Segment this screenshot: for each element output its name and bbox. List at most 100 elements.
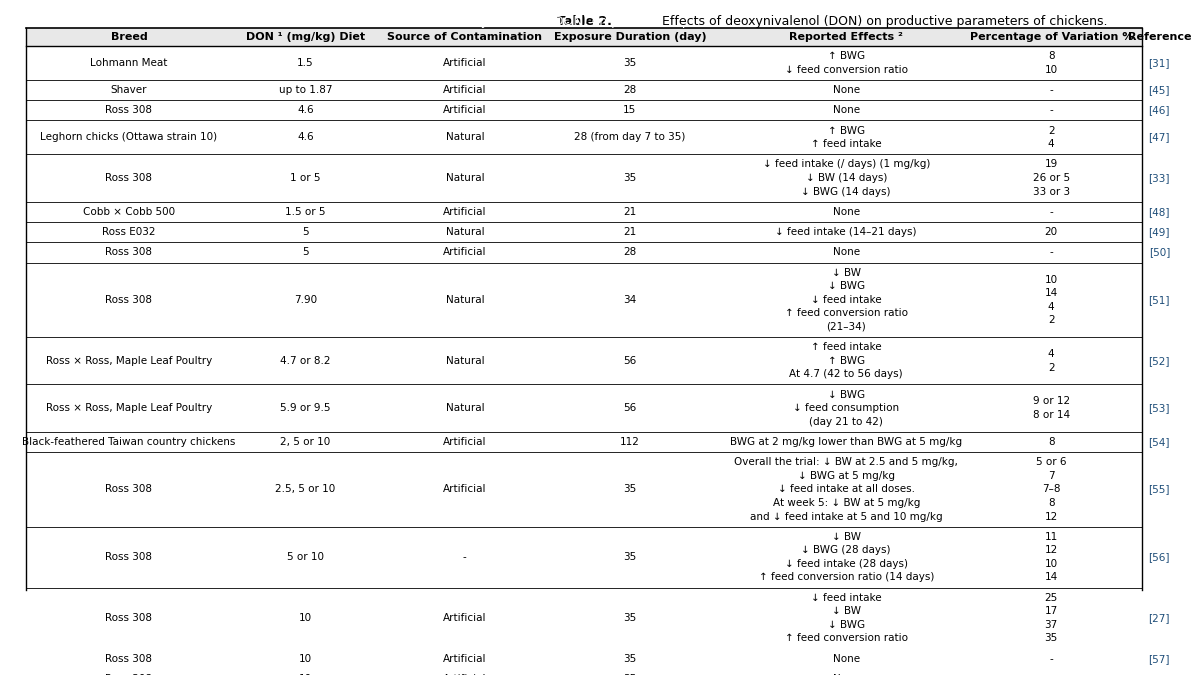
Text: Artificial: Artificial bbox=[443, 613, 486, 623]
Text: [31]: [31] bbox=[1148, 58, 1170, 68]
Text: 10: 10 bbox=[299, 653, 312, 664]
Text: 7: 7 bbox=[1048, 471, 1055, 481]
Text: Ross 308: Ross 308 bbox=[106, 295, 152, 305]
Text: ↓ feed intake: ↓ feed intake bbox=[811, 593, 882, 603]
Text: 28 (from day 7 to 35): 28 (from day 7 to 35) bbox=[575, 132, 685, 142]
Text: ↓ BW: ↓ BW bbox=[832, 268, 860, 278]
Text: Artificial: Artificial bbox=[443, 674, 486, 675]
Text: Artificial: Artificial bbox=[443, 248, 486, 257]
Text: 4.7 or 8.2: 4.7 or 8.2 bbox=[280, 356, 331, 366]
Text: [46]: [46] bbox=[1148, 105, 1170, 115]
Text: ↓ BWG: ↓ BWG bbox=[828, 281, 865, 292]
Text: [50]: [50] bbox=[1148, 248, 1170, 257]
Text: [48]: [48] bbox=[1148, 207, 1170, 217]
Text: 1.5 or 5: 1.5 or 5 bbox=[286, 207, 325, 217]
Text: [47]: [47] bbox=[1148, 132, 1170, 142]
Text: 35: 35 bbox=[623, 552, 636, 562]
Text: Artificial: Artificial bbox=[443, 105, 486, 115]
Text: 26 or 5: 26 or 5 bbox=[1033, 173, 1069, 183]
Text: Artificial: Artificial bbox=[443, 85, 486, 95]
Text: 19: 19 bbox=[1044, 159, 1058, 169]
Text: Lohmann Meat: Lohmann Meat bbox=[90, 58, 168, 68]
Text: 33 or 3: 33 or 3 bbox=[1033, 186, 1069, 196]
Text: Reported Effects ²: Reported Effects ² bbox=[790, 32, 904, 43]
Text: [56]: [56] bbox=[1148, 552, 1170, 562]
Text: ↓ BWG: ↓ BWG bbox=[828, 389, 865, 400]
Text: 37: 37 bbox=[1044, 620, 1058, 630]
Text: 7.90: 7.90 bbox=[294, 295, 317, 305]
Text: ↓ BWG: ↓ BWG bbox=[828, 620, 865, 630]
Text: Ross 308: Ross 308 bbox=[106, 613, 152, 623]
Text: 4.6: 4.6 bbox=[298, 105, 313, 115]
Text: 2.5, 5 or 10: 2.5, 5 or 10 bbox=[275, 485, 336, 494]
Text: 2, 5 or 10: 2, 5 or 10 bbox=[281, 437, 330, 447]
Text: -: - bbox=[1049, 207, 1054, 217]
Text: Natural: Natural bbox=[445, 295, 484, 305]
Text: Shaver: Shaver bbox=[110, 85, 148, 95]
Text: Overall the trial: ↓ BW at 2.5 and 5 mg/kg,: Overall the trial: ↓ BW at 2.5 and 5 mg/… bbox=[734, 458, 958, 467]
Text: Effects of deoxynivalenol (DON) on productive parameters of chickens.: Effects of deoxynivalenol (DON) on produ… bbox=[659, 15, 1108, 28]
Text: ↓ BW: ↓ BW bbox=[832, 606, 860, 616]
Text: 10: 10 bbox=[299, 613, 312, 623]
Text: ↓ feed consumption: ↓ feed consumption bbox=[793, 403, 899, 413]
Text: 2: 2 bbox=[1048, 362, 1055, 373]
Text: 10: 10 bbox=[1045, 275, 1057, 285]
Text: 10: 10 bbox=[1045, 559, 1057, 569]
Text: 5: 5 bbox=[302, 248, 308, 257]
Text: [49]: [49] bbox=[1148, 227, 1170, 237]
Text: Exposure Duration (day): Exposure Duration (day) bbox=[553, 32, 707, 43]
Text: 28: 28 bbox=[623, 248, 636, 257]
Text: 14: 14 bbox=[1044, 572, 1058, 583]
Text: ↓ BWG (14 days): ↓ BWG (14 days) bbox=[802, 186, 890, 196]
Text: (21–34): (21–34) bbox=[827, 322, 866, 332]
Text: None: None bbox=[833, 105, 860, 115]
Text: -: - bbox=[1049, 653, 1054, 664]
Text: 112: 112 bbox=[620, 437, 640, 447]
Text: ↓ BW (14 days): ↓ BW (14 days) bbox=[805, 173, 887, 183]
Text: Table 2.: Table 2. bbox=[557, 15, 612, 28]
Text: 25: 25 bbox=[1044, 593, 1058, 603]
Text: ↑ feed conversion ratio: ↑ feed conversion ratio bbox=[785, 633, 907, 643]
Text: Ross E032: Ross E032 bbox=[102, 227, 156, 237]
Text: 20: 20 bbox=[1045, 227, 1057, 237]
Text: 8: 8 bbox=[1048, 498, 1055, 508]
Text: Leghorn chicks (Ottawa strain 10): Leghorn chicks (Ottawa strain 10) bbox=[41, 132, 217, 142]
Text: 8 or 14: 8 or 14 bbox=[1033, 410, 1069, 420]
Text: Artificial: Artificial bbox=[443, 653, 486, 664]
Text: [53]: [53] bbox=[1148, 403, 1170, 413]
Text: ↑ feed intake: ↑ feed intake bbox=[811, 342, 882, 352]
Text: DON ¹ (mg/kg) Diet: DON ¹ (mg/kg) Diet bbox=[246, 32, 365, 43]
Text: 9 or 12: 9 or 12 bbox=[1033, 396, 1069, 406]
Text: 35: 35 bbox=[623, 485, 636, 494]
Text: [45]: [45] bbox=[1148, 85, 1170, 95]
Text: ↓ feed intake: ↓ feed intake bbox=[811, 295, 882, 305]
Text: -: - bbox=[463, 552, 467, 562]
Text: 28: 28 bbox=[623, 85, 636, 95]
Text: 21: 21 bbox=[623, 207, 636, 217]
Text: BWG at 2 mg/kg lower than BWG at 5 mg/kg: BWG at 2 mg/kg lower than BWG at 5 mg/kg bbox=[730, 437, 962, 447]
Text: [52]: [52] bbox=[1148, 356, 1170, 366]
Text: Ross 308: Ross 308 bbox=[106, 674, 152, 675]
Text: 35: 35 bbox=[623, 653, 636, 664]
FancyBboxPatch shape bbox=[26, 28, 1142, 46]
Text: Breed: Breed bbox=[110, 32, 148, 43]
Text: 4: 4 bbox=[1048, 349, 1055, 359]
Text: 35: 35 bbox=[623, 613, 636, 623]
Text: 5 or 10: 5 or 10 bbox=[287, 552, 324, 562]
Text: Black-feathered Taiwan country chickens: Black-feathered Taiwan country chickens bbox=[23, 437, 235, 447]
Text: [57]: [57] bbox=[1148, 653, 1170, 664]
Text: 35: 35 bbox=[1044, 633, 1058, 643]
Text: Cobb × Cobb 500: Cobb × Cobb 500 bbox=[83, 207, 175, 217]
Text: and ↓ feed intake at 5 and 10 mg/kg: and ↓ feed intake at 5 and 10 mg/kg bbox=[750, 512, 942, 522]
Text: [55]: [55] bbox=[1148, 485, 1170, 494]
Text: At week 5: ↓ BW at 5 mg/kg: At week 5: ↓ BW at 5 mg/kg bbox=[773, 498, 920, 508]
Text: Ross 308: Ross 308 bbox=[106, 173, 152, 183]
Text: ↓ feed intake (28 days): ↓ feed intake (28 days) bbox=[785, 559, 907, 569]
Text: 12: 12 bbox=[1044, 512, 1058, 522]
Text: 56: 56 bbox=[623, 356, 636, 366]
Text: ↓ feed intake (14–21 days): ↓ feed intake (14–21 days) bbox=[775, 227, 917, 237]
Text: -: - bbox=[1049, 248, 1054, 257]
Text: -: - bbox=[1049, 674, 1054, 675]
Text: ↓ feed intake (/ days) (1 mg/kg): ↓ feed intake (/ days) (1 mg/kg) bbox=[762, 159, 930, 169]
Text: Natural: Natural bbox=[445, 227, 484, 237]
